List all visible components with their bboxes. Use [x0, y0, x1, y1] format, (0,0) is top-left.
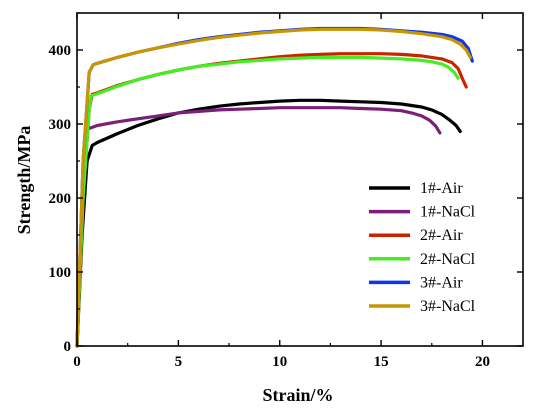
series-line-3-nacl: [75, 27, 472, 348]
y-tick-label: 400: [49, 43, 72, 59]
series-line-1-air: [75, 98, 462, 348]
series-line-3-air: [75, 26, 474, 348]
legend-label: 1#-NaCl: [420, 204, 476, 221]
legend-label: 1#-Air: [420, 180, 463, 197]
y-tick-label: 200: [49, 191, 72, 207]
x-tick-label: 0: [73, 354, 81, 370]
legend-label: 3#-NaCl: [420, 298, 476, 315]
legend: 1#-Air 1#-NaCl 2#-Air 2#-NaCl 3#-Air 3#-NaCl: [369, 180, 476, 315]
x-tick-label: 5: [175, 354, 183, 370]
y-tick-label: 0: [64, 339, 72, 355]
y-tick-label: 300: [49, 117, 72, 133]
x-tick-label: 15: [374, 354, 389, 370]
series-layer: [75, 26, 474, 348]
x-tick-label: 10: [272, 354, 287, 370]
series-line-1-nacl: [75, 106, 442, 348]
x-tick-label: 20: [475, 354, 490, 370]
legend-label: 3#-Air: [420, 274, 463, 291]
y-tick-label: 100: [49, 265, 72, 281]
legend-label: 2#-NaCl: [420, 251, 476, 268]
series-line-2-air: [75, 52, 468, 348]
series-line-2-nacl: [75, 55, 460, 348]
legend-label: 2#-Air: [420, 227, 463, 244]
plot-frame: [76, 12, 524, 347]
y-axis-title: Strength/MPa: [14, 126, 34, 235]
x-axis-title: Strain/%: [262, 385, 333, 405]
